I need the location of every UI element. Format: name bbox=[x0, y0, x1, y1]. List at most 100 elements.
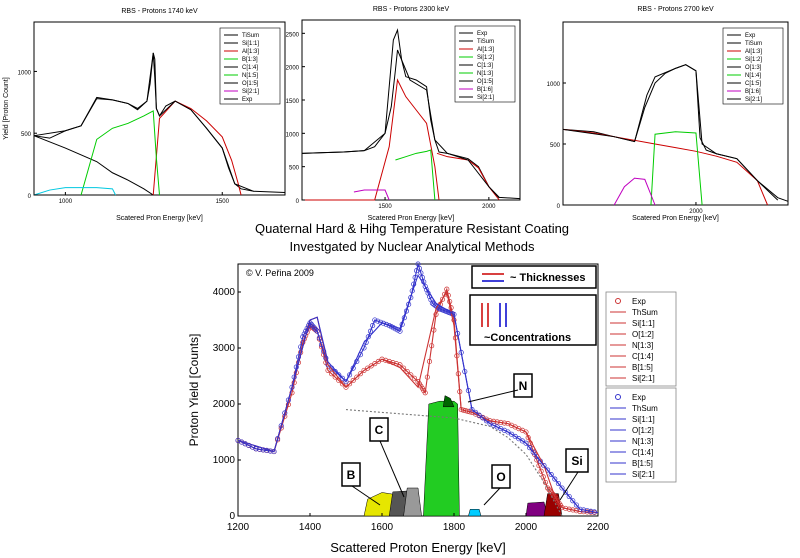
element-peak-8 bbox=[525, 501, 548, 517]
legend-entry: TiSum bbox=[745, 41, 762, 47]
legend-entry: C[1:5] bbox=[745, 81, 761, 87]
data-point bbox=[424, 287, 430, 293]
x-tick-label: 1000 bbox=[59, 199, 73, 205]
data-point bbox=[370, 323, 376, 329]
element-label: C bbox=[375, 423, 384, 437]
legend-entry: O[1:5] bbox=[242, 81, 259, 87]
data-point bbox=[588, 508, 594, 514]
data-point bbox=[271, 449, 277, 455]
element-label-box bbox=[565, 448, 589, 473]
data-point bbox=[426, 358, 433, 364]
data-point bbox=[408, 372, 414, 378]
legend-entry: N[1:3] bbox=[632, 341, 653, 350]
data-point bbox=[505, 429, 511, 435]
legend-entry: O[1:2] bbox=[632, 330, 654, 339]
x-axis-label: Scattered Proton Energy [keV] bbox=[330, 540, 506, 555]
data-point bbox=[325, 367, 331, 373]
series-line-12 bbox=[345, 409, 563, 517]
y-tick-label: 2000 bbox=[213, 399, 236, 410]
page-subtitle: Investgated by Nuclear Analytical Method… bbox=[290, 239, 535, 254]
data-point bbox=[422, 390, 428, 396]
data-point bbox=[303, 328, 309, 334]
data-point bbox=[275, 436, 281, 442]
data-point bbox=[411, 375, 417, 381]
x-tick-label: 2000 bbox=[689, 209, 703, 215]
data-point bbox=[563, 489, 569, 495]
data-point bbox=[530, 449, 536, 455]
data-point bbox=[367, 328, 374, 334]
data-point bbox=[404, 368, 410, 375]
data-point bbox=[570, 498, 576, 504]
data-point bbox=[429, 343, 435, 349]
x-tick-label: 1200 bbox=[227, 522, 250, 533]
y-tick-label: 500 bbox=[550, 143, 561, 149]
series-line-11 bbox=[237, 273, 581, 510]
data-point bbox=[379, 356, 385, 362]
chart-title: RBS - Protons 2700 keV bbox=[637, 6, 714, 13]
data-point bbox=[581, 507, 587, 513]
data-point bbox=[541, 463, 547, 469]
y-tick-label: 0 bbox=[296, 199, 300, 205]
y-tick-label: 1000 bbox=[213, 455, 236, 466]
chart-1: RBS - Protons 2300 keV 1500 2000 0 500 1000 15… bbox=[286, 6, 521, 222]
data-point bbox=[415, 261, 421, 267]
series-line-3 bbox=[353, 189, 390, 201]
element-label: O bbox=[496, 470, 505, 484]
legend-entry: Si[1:1] bbox=[242, 41, 259, 47]
legend-entry: B[1:6] bbox=[745, 89, 761, 95]
legend-entry: N[1:5] bbox=[242, 73, 258, 79]
data-point bbox=[347, 381, 353, 387]
chart-title: RBS - Protons 2300 keV bbox=[373, 6, 450, 13]
data-point bbox=[300, 339, 306, 345]
data-point bbox=[559, 485, 565, 491]
x-tick-label: 2000 bbox=[515, 522, 538, 533]
series-line-1 bbox=[33, 135, 154, 196]
legend-entry: Exp bbox=[477, 31, 488, 37]
legend-entry: Si[2:1] bbox=[745, 97, 762, 103]
data-point bbox=[433, 311, 439, 317]
data-point bbox=[368, 363, 374, 369]
legend-entry: Si[2:1] bbox=[632, 470, 655, 479]
data-point bbox=[397, 328, 403, 334]
data-point bbox=[282, 410, 288, 416]
data-point bbox=[519, 438, 525, 444]
data-point bbox=[289, 384, 295, 390]
y-tick-label: 4000 bbox=[213, 287, 236, 298]
data-point bbox=[416, 265, 422, 272]
legend-entry: Exp bbox=[745, 33, 756, 39]
series-line-3 bbox=[613, 177, 656, 206]
y-tick-label: 500 bbox=[289, 166, 300, 172]
series-line-2 bbox=[152, 100, 242, 196]
data-point bbox=[310, 323, 316, 329]
data-point bbox=[289, 390, 295, 396]
pointer-arrow bbox=[483, 487, 501, 506]
copyright-text: © V. Peřina 2009 bbox=[246, 268, 314, 278]
element-label-box bbox=[369, 417, 389, 442]
legend-entry: TiSum bbox=[242, 33, 259, 39]
legend-entry: C[1:3] bbox=[477, 63, 493, 69]
data-point bbox=[418, 270, 424, 276]
element-label-box bbox=[513, 373, 533, 398]
x-tick-label: 1400 bbox=[299, 522, 322, 533]
chart-3: 1200 1400 1600 1800 2000 2200 0 1000 2000 3000 400… bbox=[187, 261, 677, 555]
series-line-5 bbox=[33, 52, 254, 192]
data-point bbox=[509, 431, 515, 437]
data-point bbox=[354, 374, 360, 380]
data-point bbox=[542, 479, 548, 485]
data-point bbox=[311, 325, 317, 331]
legend-entry: N[1:3] bbox=[477, 71, 493, 77]
data-point bbox=[253, 446, 259, 452]
y-axis-label: Yield [Proton Count] bbox=[3, 77, 10, 139]
x-tick-label: 2000 bbox=[482, 204, 496, 210]
data-point bbox=[451, 317, 457, 323]
legend-entry: Al[1:3] bbox=[745, 49, 762, 55]
data-point bbox=[552, 476, 558, 482]
legend-entry: N[1:3] bbox=[632, 437, 653, 446]
data-point bbox=[555, 480, 561, 487]
series-line-3 bbox=[80, 110, 160, 196]
y-tick-label: 1500 bbox=[286, 99, 300, 105]
data-point bbox=[401, 365, 407, 371]
y-tick-label: 2000 bbox=[286, 66, 300, 72]
legend-entry: O[1:5] bbox=[477, 79, 494, 85]
concentration-label: ~Concentrations bbox=[484, 332, 571, 344]
